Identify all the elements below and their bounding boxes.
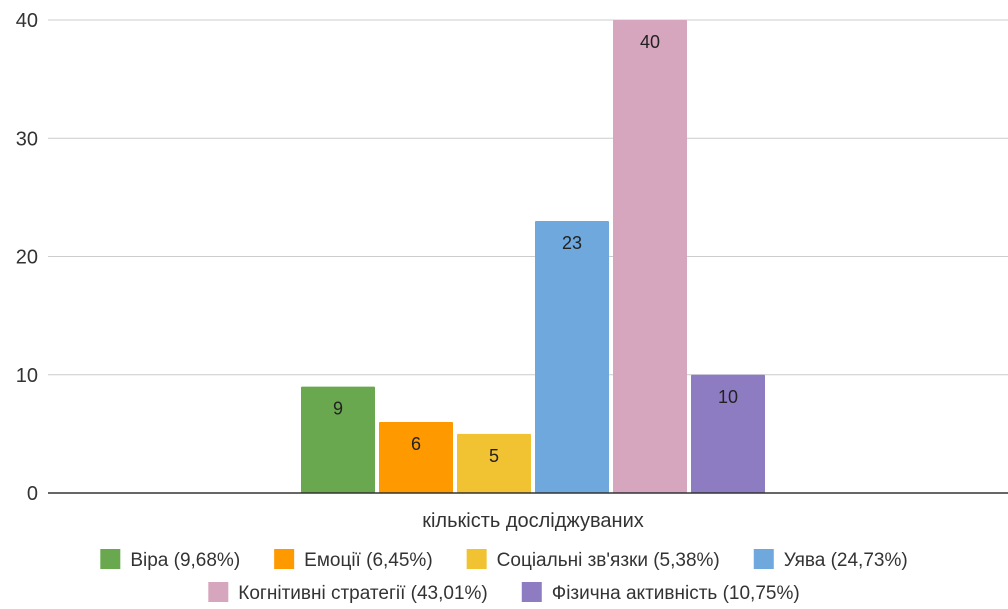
y-tick-label: 20 [16, 247, 38, 269]
legend-label: Когнітивні стратегії (43,01%) [238, 583, 487, 604]
bar-data-label: 10 [718, 387, 738, 407]
bar-data-label: 5 [489, 446, 499, 466]
bar-data-label: 9 [333, 399, 343, 419]
legend-label: Фізична активність (10,75%) [552, 583, 800, 604]
legend-swatch [753, 549, 774, 569]
bar [613, 20, 687, 493]
legend-swatch [274, 549, 295, 569]
bar-labels: 9 6 5 23 40 10 [333, 32, 738, 466]
legend-swatch [208, 582, 229, 602]
bar [457, 433, 531, 493]
legend-label: Соціальні зв'язки (5,38%) [497, 550, 720, 571]
legend-label: Віра (9,68%) [130, 550, 240, 571]
legend: Віра (9,68%) Емоції (6,45%) Соціальні зв'я… [100, 549, 908, 604]
gridlines [48, 19, 1008, 376]
legend-swatch [466, 549, 487, 569]
bar-data-label: 40 [640, 32, 660, 52]
bar [301, 386, 375, 493]
y-tick-label: 40 [16, 10, 38, 32]
y-tick-label: 30 [16, 128, 38, 150]
legend-swatch [100, 549, 121, 569]
bar [535, 221, 609, 493]
bar-data-label: 23 [562, 233, 582, 253]
bars [301, 20, 765, 493]
bar-data-label: 6 [411, 434, 421, 454]
y-tick-label: 0 [27, 483, 38, 505]
legend-label: Уява (24,73%) [784, 550, 908, 571]
x-axis-label: кількість досліджуваних [422, 510, 644, 532]
bar [379, 422, 453, 493]
bar [691, 374, 765, 493]
legend-label: Емоції (6,45%) [304, 550, 433, 571]
y-tick-label: 10 [16, 365, 38, 387]
legend-swatch [521, 582, 542, 602]
y-axis-ticks: 0 10 20 30 40 [16, 10, 38, 505]
